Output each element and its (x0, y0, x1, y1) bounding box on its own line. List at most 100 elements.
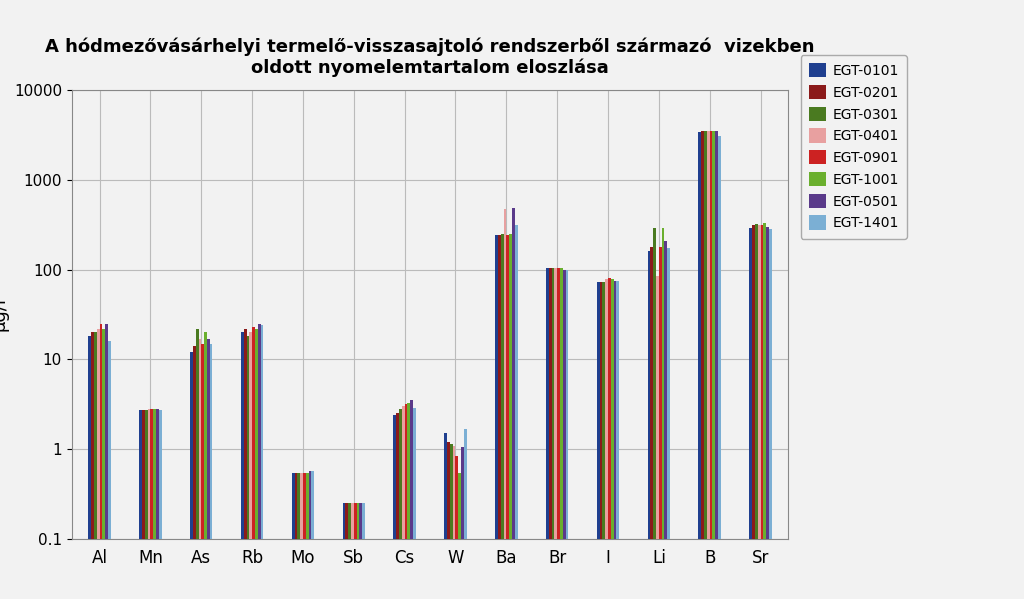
Bar (108, 341, 111, 599)
Bar (668, 248, 670, 599)
Bar (255, 329, 258, 599)
Bar (546, 268, 549, 599)
Bar (292, 473, 295, 599)
Bar (616, 281, 620, 599)
Bar (444, 434, 447, 599)
Bar (461, 447, 464, 599)
Bar (210, 344, 213, 599)
Bar (306, 473, 308, 599)
Bar (258, 323, 260, 599)
Bar (244, 329, 247, 599)
Bar (710, 131, 713, 599)
Bar (698, 132, 701, 599)
Bar (94, 332, 97, 599)
Bar (506, 235, 509, 599)
Bar (447, 442, 450, 599)
Bar (356, 503, 359, 599)
Title: A hódmezővásárhelyi termelő-visszasajtoló rendszerből származó  vizekben
oldott : A hódmezővásárhelyi termelő-visszasajtol… (45, 37, 815, 77)
Bar (552, 268, 554, 599)
Bar (250, 332, 252, 599)
Bar (399, 409, 401, 599)
Bar (139, 410, 142, 599)
Bar (515, 225, 517, 599)
Bar (396, 413, 399, 599)
Bar (705, 131, 707, 599)
Bar (354, 503, 356, 599)
Bar (753, 225, 755, 599)
Bar (658, 247, 662, 599)
Bar (99, 323, 102, 599)
Bar (456, 456, 459, 599)
Bar (308, 470, 311, 599)
Bar (716, 131, 718, 599)
Bar (193, 346, 196, 599)
Bar (610, 279, 613, 599)
Bar (144, 410, 147, 599)
Bar (613, 281, 616, 599)
Bar (91, 332, 94, 599)
Bar (260, 325, 263, 599)
Bar (560, 268, 563, 599)
Bar (665, 241, 668, 599)
Bar (401, 406, 404, 599)
Bar (512, 208, 515, 599)
Bar (597, 282, 600, 599)
Bar (142, 410, 144, 599)
Bar (295, 473, 297, 599)
Bar (359, 503, 362, 599)
Bar (159, 410, 162, 599)
Bar (554, 268, 557, 599)
Bar (154, 409, 156, 599)
Bar (411, 400, 413, 599)
Bar (496, 235, 498, 599)
Bar (303, 473, 306, 599)
Bar (769, 229, 772, 599)
Bar (345, 503, 348, 599)
Bar (713, 131, 716, 599)
Bar (761, 225, 763, 599)
Bar (650, 247, 653, 599)
Bar (252, 327, 255, 599)
Bar (348, 503, 351, 599)
Bar (501, 234, 504, 599)
Bar (602, 282, 605, 599)
Bar (750, 228, 753, 599)
Bar (413, 408, 416, 599)
Bar (196, 329, 199, 599)
Bar (241, 332, 244, 599)
Legend: EGT-0101, EGT-0201, EGT-0301, EGT-0401, EGT-0901, EGT-1001, EGT-0501, EGT-1401: EGT-0101, EGT-0201, EGT-0301, EGT-0401, … (801, 55, 907, 238)
Bar (600, 282, 602, 599)
Bar (605, 279, 608, 599)
Bar (565, 270, 568, 599)
Bar (647, 251, 650, 599)
Bar (509, 234, 512, 599)
Bar (97, 329, 99, 599)
Bar (88, 337, 91, 599)
Bar (207, 338, 210, 599)
Bar (450, 444, 453, 599)
Bar (763, 223, 766, 599)
Bar (656, 276, 658, 599)
Bar (362, 503, 365, 599)
Bar (247, 337, 250, 599)
Bar (464, 428, 467, 599)
Bar (459, 473, 461, 599)
Bar (202, 344, 204, 599)
Bar (701, 131, 705, 599)
Bar (297, 473, 300, 599)
Bar (190, 352, 193, 599)
Bar (766, 226, 769, 599)
Bar (557, 268, 560, 599)
Bar (156, 409, 159, 599)
Bar (311, 470, 314, 599)
Bar (662, 228, 665, 599)
Bar (608, 279, 610, 599)
Y-axis label: µg/l: µg/l (0, 298, 8, 331)
Bar (151, 409, 154, 599)
Bar (498, 235, 501, 599)
Bar (199, 338, 202, 599)
Bar (504, 209, 506, 599)
Bar (563, 270, 565, 599)
Bar (653, 228, 656, 599)
Bar (343, 503, 345, 599)
